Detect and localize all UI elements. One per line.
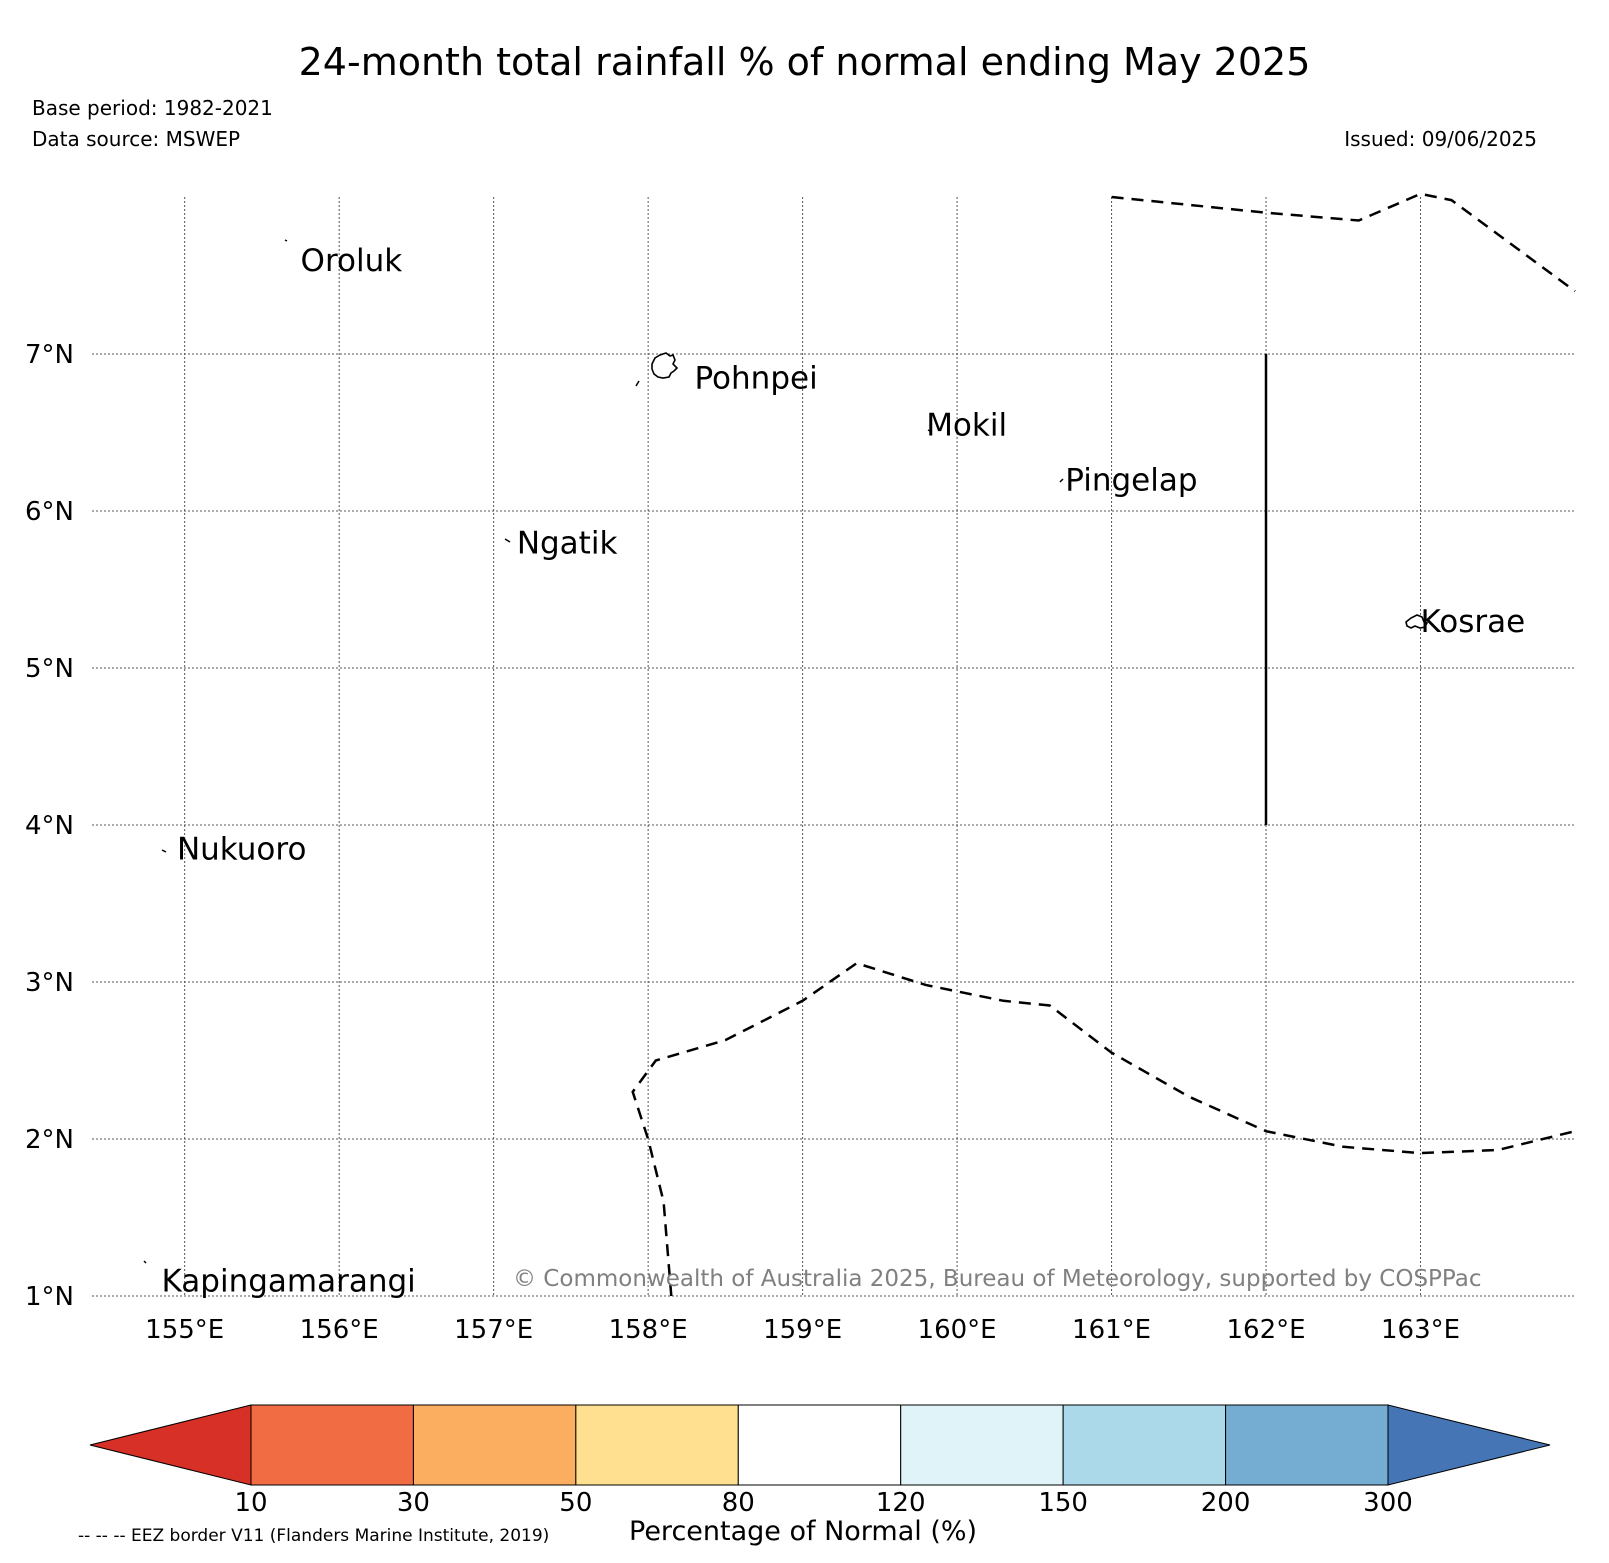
map-title: 24-month total rainfall % of normal endi… <box>298 40 1311 84</box>
colorbar-tick-label: 120 <box>875 1488 926 1518</box>
lat-tick-label: 2°N <box>25 1125 74 1155</box>
place-label-mokil: Mokil <box>926 408 1007 444</box>
lon-tick-label: 155°E <box>145 1315 224 1345</box>
ngatik-atoll-mark <box>504 538 511 543</box>
lat-tick-label: 1°N <box>25 1282 74 1312</box>
axis-labels: 155°E 156°E 157°E 158°E 159°E 160°E 161°E 162°E… <box>25 340 1460 1345</box>
colorbar-bin <box>250 1404 414 1486</box>
pohnpei-island-outline <box>651 352 679 379</box>
lat-tick-label: 6°N <box>25 497 74 527</box>
copyright-notice: © Commonwealth of Australia 2025, Bureau… <box>513 1266 1482 1292</box>
place-labels: Oroluk Pohnpei Mokil Pingelap Ngatik Kosrae Nu… <box>162 243 1526 1300</box>
lon-tick-label: 160°E <box>918 1315 997 1345</box>
lat-tick-label: 5°N <box>25 654 74 684</box>
oroluk-atoll-mark <box>284 239 288 242</box>
mokil-atoll-mark <box>927 429 931 432</box>
colorbar-bin <box>575 1404 739 1486</box>
colorbar-tick-label: 80 <box>721 1488 755 1518</box>
lon-tick-label: 156°E <box>300 1315 379 1345</box>
lat-tick-label: 3°N <box>25 968 74 998</box>
pingelap-atoll-mark <box>1059 478 1064 483</box>
place-label-kosrae: Kosrae <box>1421 604 1526 640</box>
lon-tick-label: 158°E <box>609 1315 688 1345</box>
colorbar-tick-label: 10 <box>234 1488 268 1518</box>
lon-tick-label: 157°E <box>454 1315 533 1345</box>
lat-tick-label: 7°N <box>25 340 74 370</box>
nukuoro-atoll-mark <box>161 849 167 853</box>
colorbar-title: Percentage of Normal (%) <box>629 1516 978 1547</box>
lon-tick-label: 161°E <box>1072 1315 1151 1345</box>
colorbar-tick-label: 200 <box>1200 1488 1251 1518</box>
place-label-ngatik: Ngatik <box>517 525 618 561</box>
kapingamarangi-atoll-mark <box>143 1260 147 1264</box>
eez-borders <box>631 192 1576 1297</box>
island-outlines <box>143 239 1429 1264</box>
colorbar-tick-label: 150 <box>1038 1488 1088 1518</box>
colorbar-bin <box>412 1404 577 1486</box>
eez-border-note: -- -- -- EEZ border V11 (Flanders Marine… <box>78 1526 550 1546</box>
ant-atoll-mark <box>635 380 640 387</box>
place-label-oroluk: Oroluk <box>301 243 403 279</box>
colorbar <box>89 1404 1551 1486</box>
place-label-pingelap: Pingelap <box>1065 463 1197 499</box>
colorbar-bin <box>900 1404 1064 1486</box>
place-label-kapingamarangi: Kapingamarangi <box>162 1263 416 1299</box>
colorbar-bin <box>1225 1404 1389 1486</box>
data-source-text: Data source: MSWEP <box>32 127 241 151</box>
issued-date-text: Issued: 09/06/2025 <box>1344 127 1537 151</box>
lat-tick-label: 4°N <box>25 811 74 841</box>
colorbar-bin <box>737 1404 902 1486</box>
colorbar-bin <box>1062 1404 1227 1486</box>
colorbar-tick-label: 300 <box>1363 1488 1413 1518</box>
place-label-pohnpei: Pohnpei <box>694 361 817 397</box>
colorbar-tick-label: 30 <box>396 1488 430 1518</box>
base-period-text: Base period: 1982-2021 <box>32 96 273 120</box>
colorbar-under-arrow <box>89 1404 252 1486</box>
lon-tick-label: 162°E <box>1227 1315 1306 1345</box>
lon-tick-label: 159°E <box>763 1315 842 1345</box>
lon-tick-label: 163°E <box>1381 1315 1460 1345</box>
kosrae-island-outline <box>1405 614 1429 629</box>
graticule <box>92 197 1575 1297</box>
eez-border-south <box>631 961 1576 1297</box>
place-label-nukuoro: Nukuoro <box>177 832 306 868</box>
colorbar-over-arrow <box>1387 1404 1551 1486</box>
colorbar-tick-label: 50 <box>559 1488 593 1518</box>
eez-border-north <box>1111 192 1576 293</box>
